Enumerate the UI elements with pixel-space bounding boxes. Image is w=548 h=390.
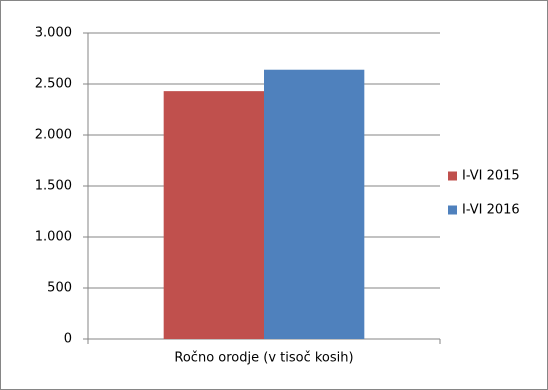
legend-swatch bbox=[448, 171, 457, 181]
y-tick-label: 1.000 bbox=[35, 230, 72, 245]
y-tick-label: 2.500 bbox=[35, 77, 72, 92]
legend-swatch bbox=[448, 205, 457, 215]
y-tick-label: 500 bbox=[47, 281, 72, 296]
y-tick-label: 0 bbox=[64, 332, 72, 347]
legend-label: I-VI 2015 bbox=[462, 169, 520, 184]
y-tick-label: 1.500 bbox=[35, 179, 72, 194]
y-tick-label: 3.000 bbox=[35, 26, 72, 41]
y-tick-label: 2.000 bbox=[35, 128, 72, 143]
x-tick-label: Ročno orodje (v tisoč kosih) bbox=[174, 351, 353, 366]
bar bbox=[264, 69, 365, 339]
bar bbox=[163, 91, 264, 339]
legend-label: I-VI 2016 bbox=[462, 203, 520, 218]
